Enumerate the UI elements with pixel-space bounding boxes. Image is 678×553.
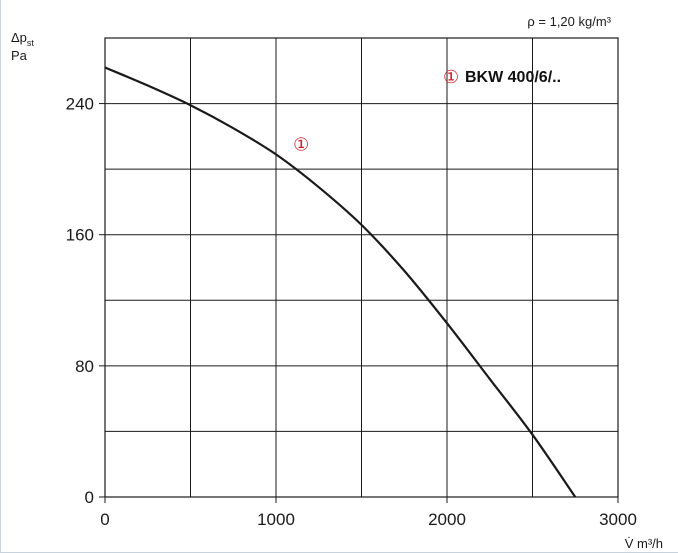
grid — [104, 37, 619, 498]
curve-marker: ① — [293, 135, 309, 156]
y-tick-label: 240 — [66, 95, 94, 114]
y-axis-symbol: Δp — [11, 30, 27, 45]
x-tick-label: 2000 — [428, 510, 466, 529]
y-axis-unit: Pa — [11, 48, 28, 63]
x-tick-label: 0 — [100, 510, 109, 529]
legend: ① BKW 400/6/.. — [443, 67, 561, 88]
tick-labels: 0 1000 2000 3000 0 80 160 240 — [66, 95, 637, 529]
fan-curve-line — [104, 66, 577, 498]
y-axis-subscript: st — [27, 38, 35, 48]
curve-layer — [104, 66, 577, 498]
plot-border — [104, 37, 619, 498]
legend-label: BKW 400/6/.. — [465, 69, 561, 86]
y-axis-label: Δpst — [11, 30, 34, 48]
x-tick-label: 1000 — [257, 510, 295, 529]
legend-marker: ① — [443, 67, 459, 88]
y-tick-label: 80 — [75, 357, 94, 376]
y-tick-label: 0 — [85, 488, 94, 507]
y-tick-label: 160 — [66, 226, 94, 245]
density-note: ρ = 1,20 kg/m³ — [527, 14, 611, 29]
x-tick-label: 3000 — [599, 510, 637, 529]
x-axis-label: V̇ m³/h — [625, 536, 663, 551]
